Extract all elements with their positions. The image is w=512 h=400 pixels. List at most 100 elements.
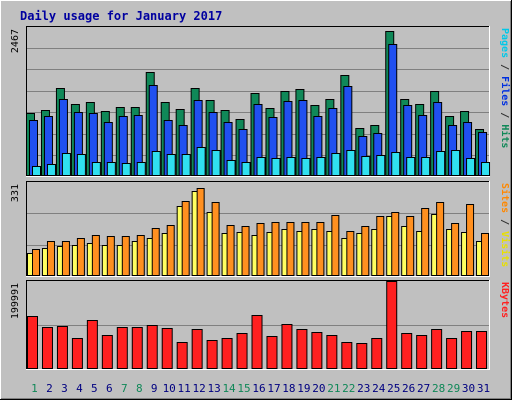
x-tick-label-day-5: 5 <box>91 382 98 395</box>
kbytes-bar-day-19 <box>296 329 308 369</box>
panel-1-side-label-part-1: / <box>499 213 510 231</box>
kbytes-bar-day-1 <box>27 316 38 369</box>
panel-0-side-label-part-4: Hits <box>499 124 511 148</box>
sites-bar-day-3 <box>61 241 70 276</box>
sites-bar-day-31 <box>481 233 490 276</box>
kbytes-bar-day-8 <box>131 327 143 369</box>
pages-bar-day-7 <box>121 163 131 176</box>
panel-1-side-label-part-0: Sites <box>499 183 511 213</box>
x-tick-label-day-30: 30 <box>462 382 475 395</box>
pages-bar-day-14 <box>226 160 236 176</box>
x-tick-label-day-13: 13 <box>207 382 220 395</box>
sites-bar-day-23 <box>361 226 370 276</box>
sites-bar-day-11 <box>181 201 190 276</box>
kbytes-bar-day-22 <box>341 342 353 369</box>
sites-bar-day-29 <box>451 223 460 276</box>
x-tick-label-day-7: 7 <box>121 382 128 395</box>
x-tick-label-day-27: 27 <box>417 382 430 395</box>
kbytes-bar-day-18 <box>281 324 293 369</box>
pages-bar-day-21 <box>331 153 341 176</box>
sites-bar-day-27 <box>421 208 430 276</box>
x-tick-label-day-19: 19 <box>297 382 310 395</box>
sites-bar-day-8 <box>136 235 145 276</box>
pages-bar-day-24 <box>376 155 386 176</box>
x-tick-label-day-2: 2 <box>46 382 53 395</box>
kbytes-bar-day-12 <box>191 329 203 369</box>
kbytes-bar-day-14 <box>221 338 233 369</box>
kbytes-bar-day-31 <box>476 331 488 369</box>
x-tick-label-day-1: 1 <box>31 382 38 395</box>
pages-bar-day-19 <box>301 158 311 176</box>
pages-bar-day-31 <box>481 162 491 176</box>
sites-bar-day-6 <box>106 236 115 276</box>
sites-bar-day-4 <box>76 238 85 276</box>
x-tick-label-day-22: 22 <box>342 382 355 395</box>
x-tick-label-day-6: 6 <box>106 382 113 395</box>
kbytes-bar-day-16 <box>251 315 263 369</box>
x-tick-label-day-29: 29 <box>447 382 460 395</box>
pages-bar-day-18 <box>286 157 296 176</box>
kbytes-bar-day-5 <box>86 320 98 369</box>
panel-2-side-label: KBytes <box>499 282 510 318</box>
panel-0-side-label-part-3: / <box>499 106 510 124</box>
pages-bar-day-9 <box>151 151 161 176</box>
panel-0-side-label-part-0: Pages <box>499 28 510 58</box>
kbytes-bar-day-24 <box>371 338 383 369</box>
x-tick-label-day-10: 10 <box>163 382 176 395</box>
x-tick-label-day-17: 17 <box>267 382 280 395</box>
kbytes-bar-day-28 <box>431 329 443 369</box>
kbytes-bar-day-2 <box>41 327 53 369</box>
panel-2-side-label-part-0: KBytes <box>499 282 510 318</box>
x-tick-label-day-24: 24 <box>372 382 386 395</box>
kbytes-bar-day-30 <box>461 331 473 369</box>
x-tick-label-day-28: 28 <box>432 382 445 395</box>
sites-bar-day-12 <box>196 188 205 276</box>
kbytes-bar-day-23 <box>356 343 368 369</box>
pages-bar-day-6 <box>106 162 116 176</box>
sites-bar-day-28 <box>436 202 445 276</box>
pages-bar-day-17 <box>271 158 281 176</box>
x-tick-label-day-18: 18 <box>282 382 295 395</box>
x-tick-label-day-11: 11 <box>178 382 191 395</box>
x-tick-label-day-21: 21 <box>327 382 340 395</box>
kbytes-bar-day-29 <box>446 338 458 369</box>
x-tick-label-day-14: 14 <box>222 382 236 395</box>
sites-bar-day-26 <box>406 216 415 276</box>
sites-bar-day-2 <box>46 241 55 276</box>
pages-bar-day-12 <box>196 147 206 176</box>
sites-bar-day-20 <box>316 222 325 276</box>
kbytes-bar-day-17 <box>266 336 278 369</box>
kbytes-bar-day-21 <box>326 335 338 369</box>
kbytes-bar-day-10 <box>161 328 173 369</box>
pages-bar-day-4 <box>76 154 86 176</box>
x-tick-label-day-15: 15 <box>237 382 250 395</box>
kbytes-bar-day-13 <box>206 340 218 369</box>
panel-1-ymax-label: 331 <box>10 184 21 202</box>
kbytes-bar-day-9 <box>146 325 158 369</box>
sites-bar-day-15 <box>241 226 250 276</box>
x-tick-label-day-12: 12 <box>193 382 206 395</box>
pages-bar-day-20 <box>316 157 326 176</box>
x-tick-label-day-16: 16 <box>252 382 265 395</box>
kbytes-bar-day-27 <box>416 335 428 369</box>
sites-bar-day-7 <box>121 236 130 276</box>
sites-bar-day-16 <box>256 223 265 276</box>
pages-bar-day-11 <box>181 154 191 176</box>
x-tick-label-day-31: 31 <box>477 382 490 395</box>
x-tick-label-day-8: 8 <box>136 382 143 395</box>
pages-bar-day-23 <box>361 156 371 176</box>
sites-bar-day-25 <box>391 212 400 276</box>
pages-bar-day-28 <box>436 151 446 176</box>
kbytes-bar-day-3 <box>56 326 68 369</box>
kbytes-bar-day-26 <box>401 333 413 369</box>
sites-bar-day-17 <box>271 222 280 276</box>
kbytes-bar-day-20 <box>311 332 323 369</box>
pages-bar-day-3 <box>61 153 71 176</box>
pages-bar-day-25 <box>391 152 401 176</box>
sites-bar-day-9 <box>151 228 160 276</box>
x-tick-label-day-23: 23 <box>357 382 370 395</box>
pages-bar-day-30 <box>466 158 476 176</box>
panel-0-ymax-label: 2467 <box>10 29 21 53</box>
